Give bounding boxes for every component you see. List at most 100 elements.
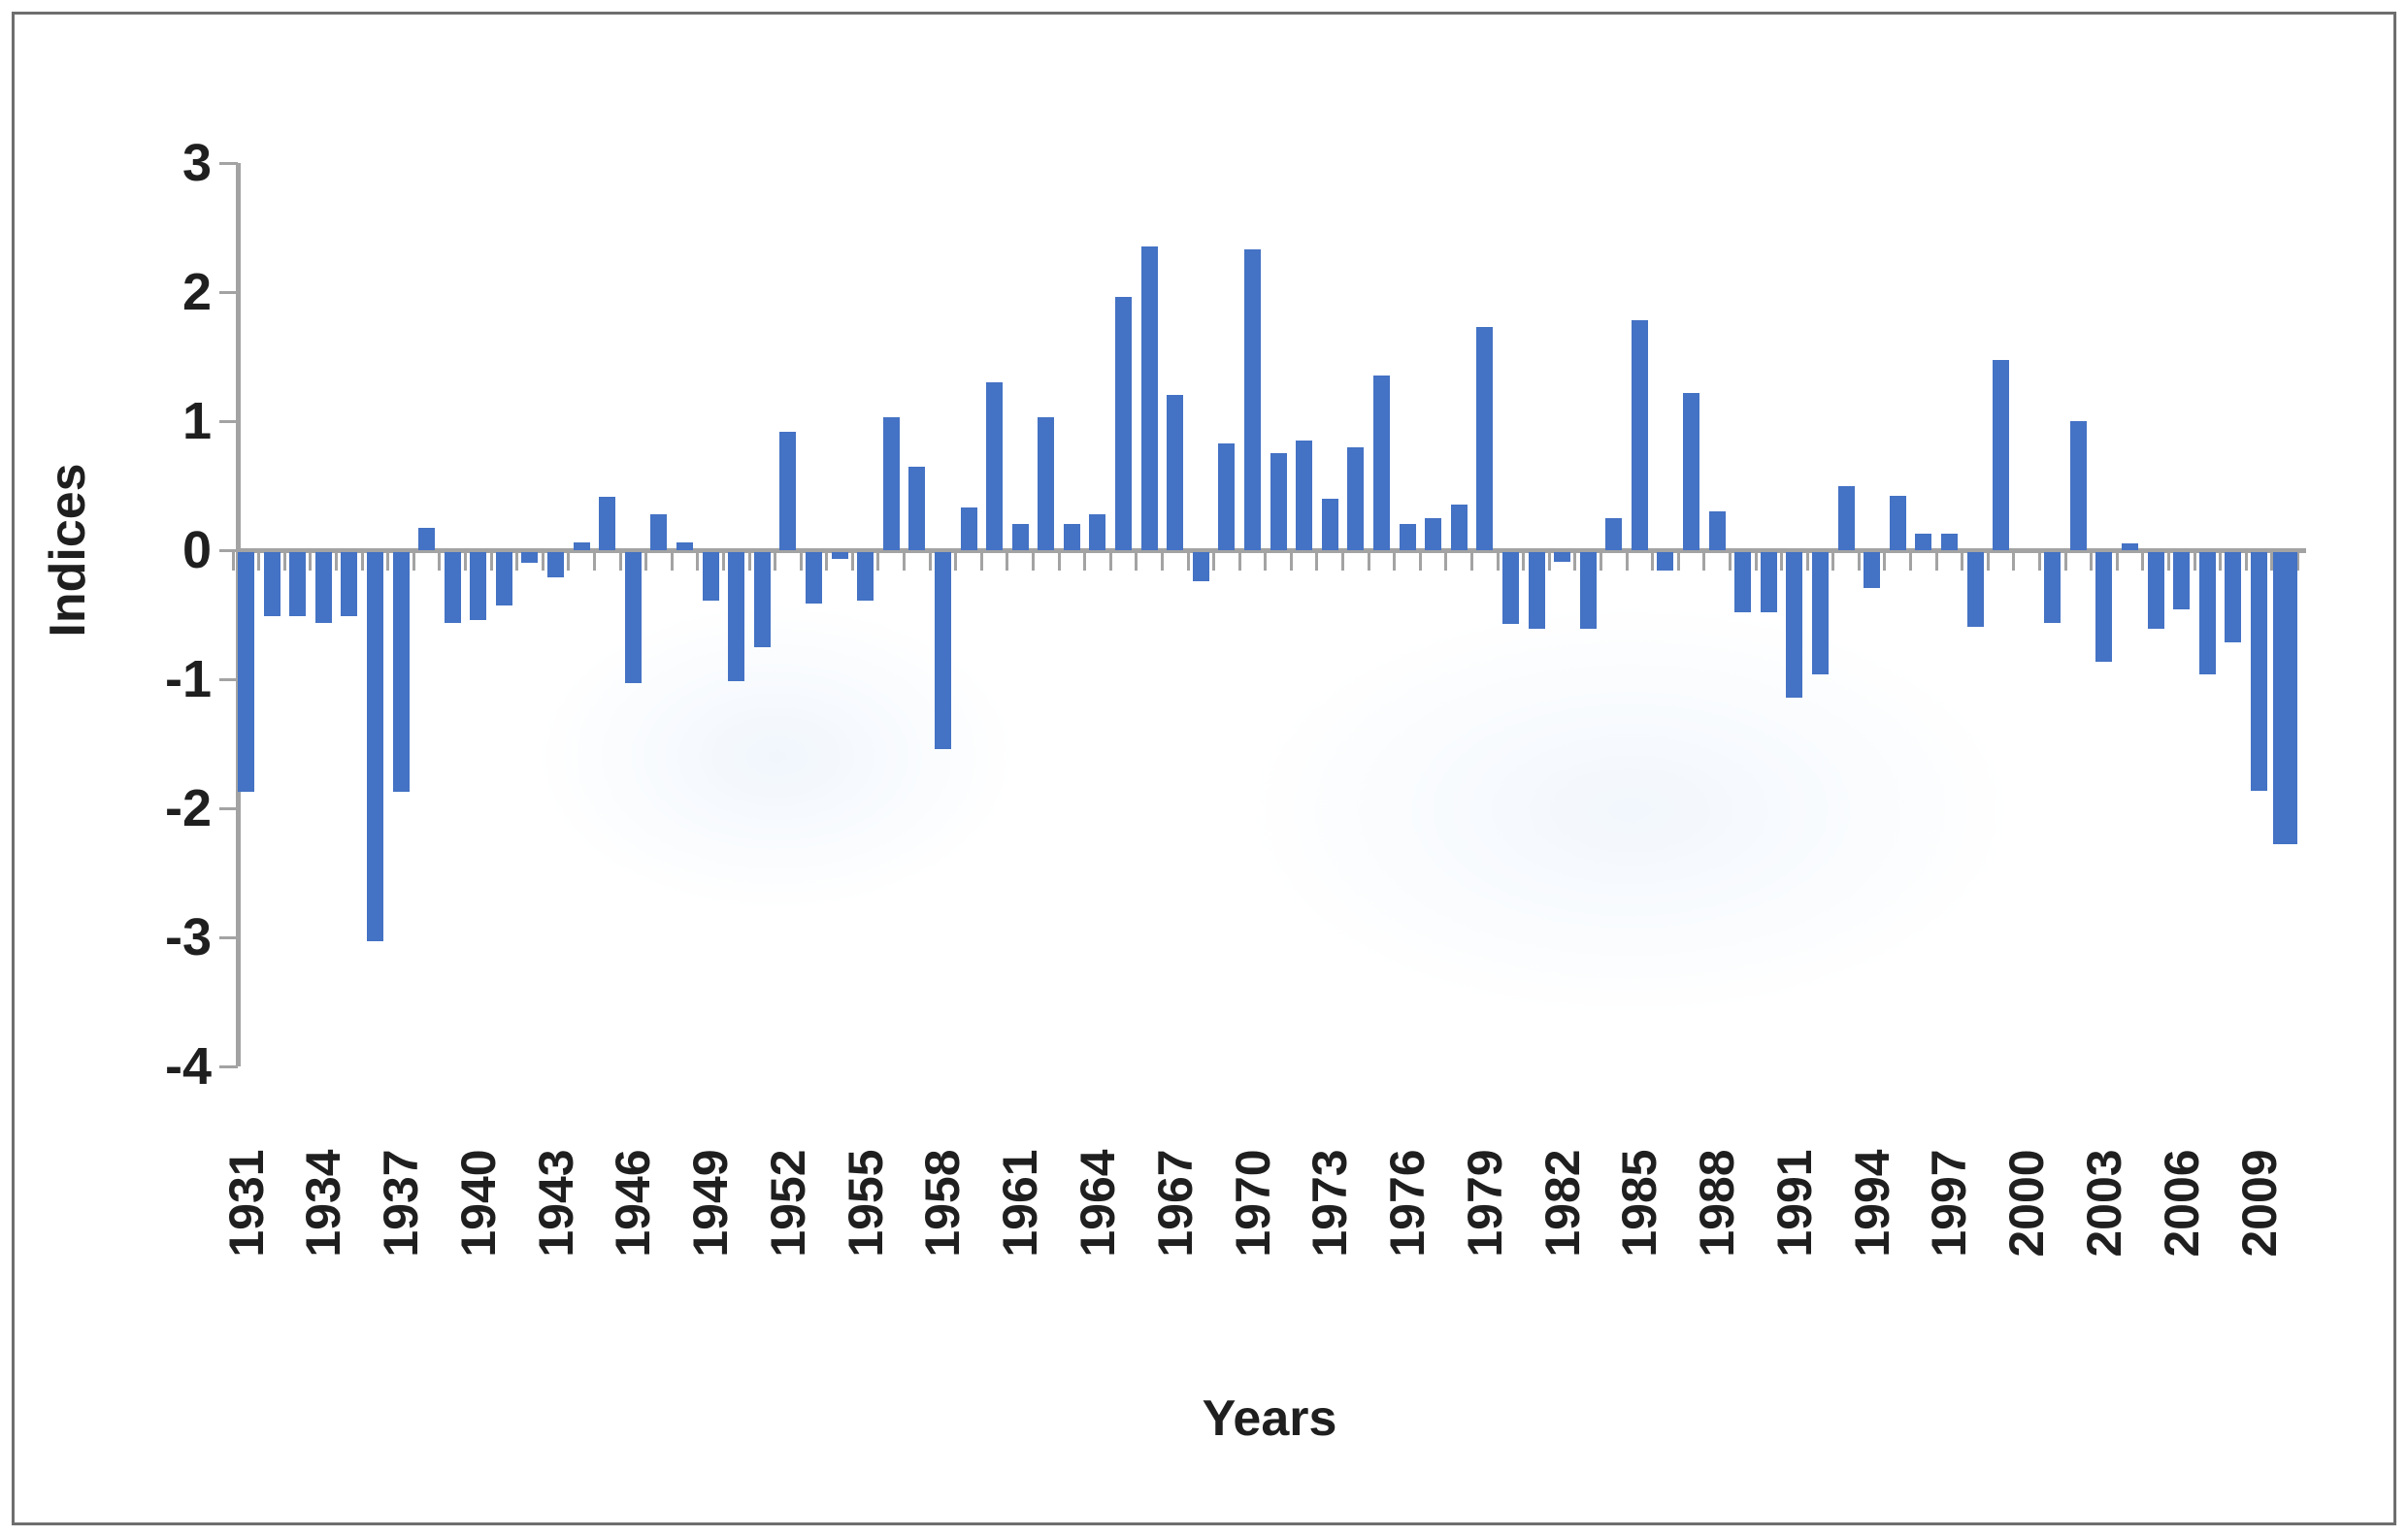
- x-axis-tick: [1857, 551, 1861, 571]
- bar-1981: [1528, 551, 1545, 630]
- x-axis-tick: [541, 551, 544, 571]
- bar-1942: [521, 551, 539, 564]
- bar-1949: [702, 551, 719, 602]
- bar-2005: [2147, 551, 2164, 630]
- y-axis-tick: [219, 806, 238, 810]
- bar-1958: [934, 551, 951, 749]
- bar-2006: [2173, 551, 2191, 610]
- bar-1953: [805, 551, 822, 604]
- bar-1975: [1372, 376, 1390, 550]
- bar-1938: [418, 528, 436, 550]
- x-axis-tick: [592, 551, 596, 571]
- x-axis-tick: [2115, 551, 2119, 571]
- x-tick-label: 2000: [1999, 1149, 2055, 1258]
- x-axis-tick: [1496, 551, 1500, 571]
- x-tick-label: 1988: [1690, 1149, 1745, 1258]
- bar-1970: [1244, 249, 1261, 550]
- bar-1951: [753, 551, 771, 647]
- x-tick-label: 1940: [450, 1149, 506, 1258]
- x-axis-tick: [282, 551, 286, 571]
- x-tick-label: 1949: [683, 1149, 739, 1258]
- bar-2002: [2069, 421, 2087, 550]
- x-axis-tick: [1702, 551, 1706, 571]
- x-axis-tick: [1651, 551, 1655, 571]
- x-axis-tick: [464, 551, 467, 571]
- x-axis-tick: [799, 551, 803, 571]
- bar-1978: [1450, 505, 1468, 550]
- bar-1987: [1683, 392, 1700, 550]
- bar-2001: [2044, 551, 2062, 623]
- bar-1998: [1966, 551, 1984, 627]
- bar-1936: [366, 551, 383, 942]
- x-axis-tick: [257, 551, 261, 571]
- x-axis-tick: [954, 551, 958, 571]
- x-axis-tick: [1057, 551, 1061, 571]
- x-axis-tick: [515, 551, 519, 571]
- bar-1944: [573, 542, 590, 550]
- x-axis-tick: [1444, 551, 1448, 571]
- bar-1966: [1140, 246, 1158, 550]
- x-axis-tick: [876, 551, 880, 571]
- bar-1982: [1554, 551, 1571, 563]
- x-tick-label: 1976: [1380, 1149, 1435, 1258]
- x-tick-label: 1985: [1612, 1149, 1667, 1258]
- x-tick-label: 1967: [1147, 1149, 1203, 1258]
- x-tick-label: 1946: [606, 1149, 661, 1258]
- bar-1993: [1837, 485, 1855, 550]
- x-axis-tick: [2141, 551, 2145, 571]
- x-axis-tick: [850, 551, 854, 571]
- y-tick-label: -3: [164, 908, 212, 966]
- y-tick-label: 3: [181, 134, 212, 192]
- bar-1940: [470, 551, 487, 620]
- bar-1976: [1399, 524, 1416, 550]
- x-axis-tick: [438, 551, 442, 571]
- bar-1994: [1864, 551, 1881, 588]
- x-axis-line: [235, 547, 2306, 553]
- x-axis-tick: [1341, 551, 1345, 571]
- x-axis-tick: [412, 551, 415, 571]
- bar-1974: [1347, 446, 1365, 550]
- bar-1962: [1038, 417, 1055, 550]
- bar-1952: [779, 431, 797, 550]
- bar-1943: [547, 551, 565, 578]
- x-axis-tick: [1367, 551, 1370, 571]
- bar-1955: [857, 551, 874, 602]
- x-axis-tick: [1547, 551, 1551, 571]
- bar-1992: [1811, 551, 1829, 674]
- bar-1965: [1115, 297, 1133, 550]
- x-axis-tick: [903, 551, 907, 571]
- bar-1973: [1321, 498, 1338, 550]
- y-axis-tick: [219, 161, 238, 165]
- x-tick-label: 2009: [2231, 1149, 2287, 1258]
- bar-1934: [314, 551, 332, 623]
- bar-1969: [1218, 442, 1236, 550]
- x-axis-tick: [1780, 551, 1784, 571]
- bar-1933: [289, 551, 307, 616]
- x-tick-label: 1991: [1766, 1149, 1822, 1258]
- x-axis-tick: [2038, 551, 2041, 571]
- bar-1967: [1167, 395, 1184, 550]
- x-tick-label: 2003: [2076, 1149, 2131, 1258]
- bar-1996: [1915, 533, 1932, 550]
- x-axis-tick: [2270, 551, 2274, 571]
- bar-1946: [624, 551, 642, 684]
- x-axis-tick: [1135, 551, 1138, 571]
- bar-1984: [1605, 517, 1623, 550]
- bar-1983: [1579, 551, 1597, 630]
- y-tick-label: 2: [181, 263, 212, 321]
- y-tick-label: 0: [181, 521, 212, 579]
- x-tick-label: 1997: [1922, 1149, 1977, 1258]
- bar-1931: [238, 551, 254, 792]
- x-axis-tick: [1573, 551, 1577, 571]
- y-axis-tick: [219, 290, 238, 294]
- x-tick-label: 1964: [1070, 1149, 1125, 1258]
- x-axis-tick: [2090, 551, 2094, 571]
- x-axis-tick: [1883, 551, 1887, 571]
- x-axis-tick: [231, 551, 235, 571]
- y-axis-tick: [219, 548, 238, 552]
- x-axis-tick: [1470, 551, 1474, 571]
- bar-1932: [263, 551, 280, 616]
- bar-2010: [2272, 551, 2297, 845]
- x-tick-label: 1934: [296, 1149, 351, 1258]
